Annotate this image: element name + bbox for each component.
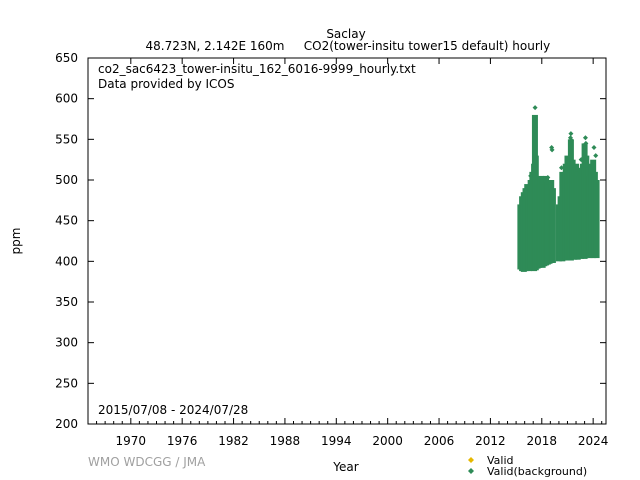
data-points [517,105,600,272]
legend-marker-valid-background [468,468,474,474]
x-tick-label: 1976 [167,434,198,448]
y-tick-label: 500 [55,173,78,187]
file-label: co2_sac6423_tower-insitu_162_6016-9999_h… [98,62,416,76]
y-tick-label: 650 [55,51,78,65]
legend-label-valid-background: Valid(background) [487,465,587,478]
chart-subtitle-left: 48.723N, 2.142E 160m [146,39,285,53]
data-point [532,105,538,111]
x-tick-label: 1988 [270,434,301,448]
data-point [528,173,534,179]
legend-marker-valid [468,457,474,463]
data-point [568,131,574,137]
y-tick-label: 300 [55,336,78,350]
x-tick-label: 2024 [578,434,609,448]
data-point [593,153,599,159]
data-point [549,147,555,153]
y-tick-label: 350 [55,295,78,309]
data-band [593,180,600,259]
x-axis: 1970 1976 1982 1988 1994 2000 2006 2012 2018 2024 [96,58,609,448]
y-tick-label: 250 [55,376,78,390]
y-tick-label: 400 [55,254,78,268]
x-tick-label: 2000 [372,434,403,448]
x-tick-label: 1982 [218,434,249,448]
y-tick-label: 550 [55,132,78,146]
data-point [545,175,551,181]
data-point [532,128,538,134]
data-band [549,188,556,263]
data-point [568,137,574,143]
data-point [582,144,588,150]
x-axis-label: Year [332,460,358,474]
x-tick-label: 1994 [321,434,352,448]
data-point [532,116,538,122]
x-tick-label: 2018 [527,434,558,448]
x-tick-label: 1970 [116,434,147,448]
plot-area [87,57,607,425]
x-tick-label: 2012 [475,434,506,448]
y-tick-label: 450 [55,214,78,228]
y-axis-label: ppm [9,228,23,255]
data-point [578,157,584,163]
data-point [558,165,564,171]
legend-label-valid: Valid [487,454,514,467]
y-axis: 200 250 300 350 400 450 500 550 600 650 [55,51,606,431]
x-tick-label: 2006 [424,434,455,448]
date-range-label: 2015/07/08 - 2024/07/28 [98,403,248,417]
data-point [532,124,538,130]
legend: Valid Valid(background) [468,454,587,478]
data-point [591,144,597,150]
data-point [582,135,588,141]
chart-title: Saclay [326,27,365,41]
credit-label: WMO WDCGG / JMA [88,455,206,469]
provider-label: Data provided by ICOS [98,77,234,91]
chart-subtitle-right: CO2(tower-insitu tower15 default) hourly [304,39,550,53]
y-tick-label: 600 [55,92,78,106]
data-point [583,140,589,146]
y-tick-label: 200 [55,417,78,431]
